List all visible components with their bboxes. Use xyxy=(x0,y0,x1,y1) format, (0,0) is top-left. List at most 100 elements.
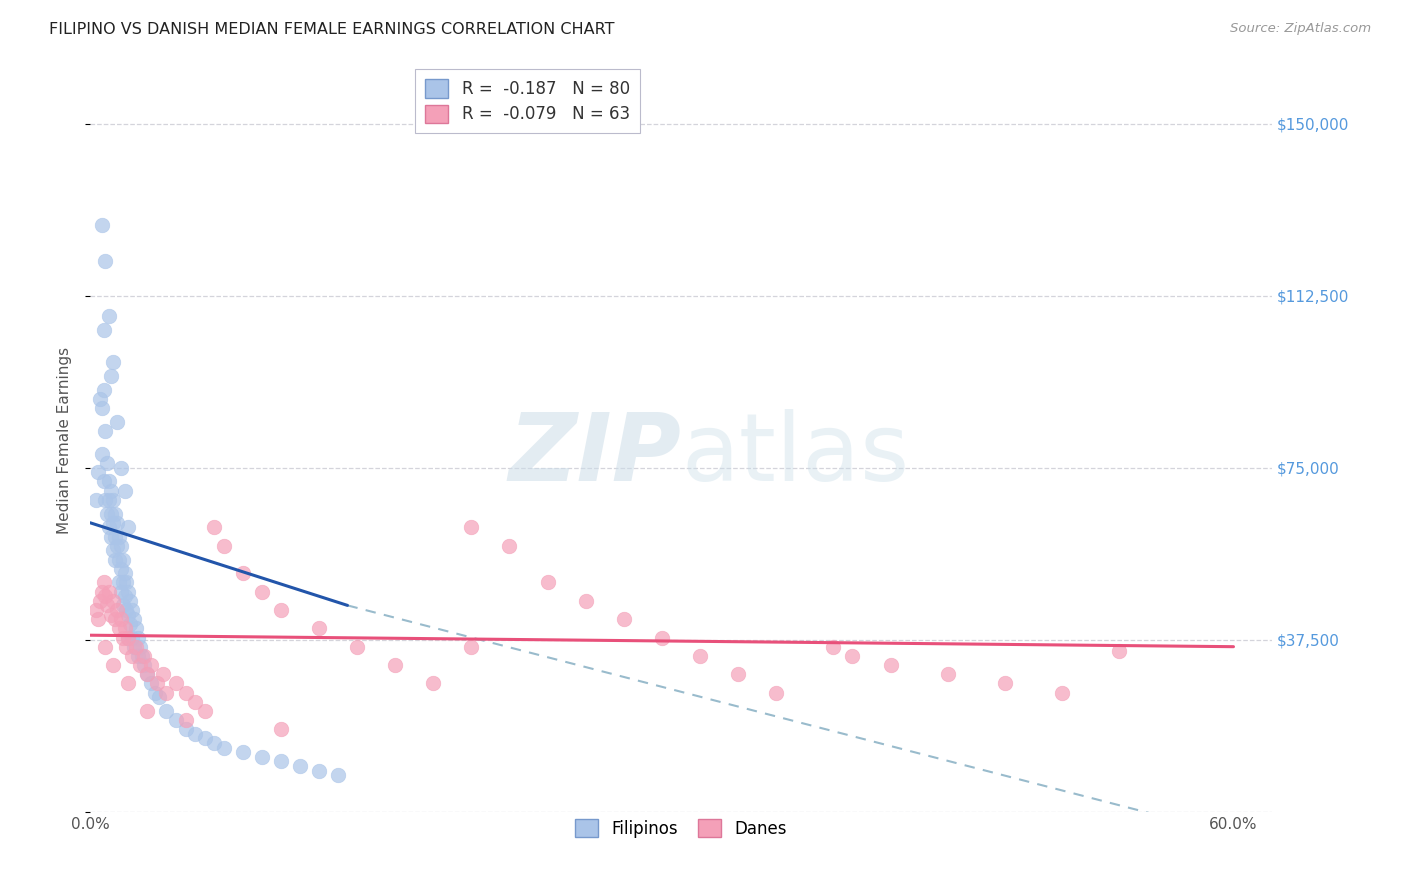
Point xyxy=(148,690,170,705)
Point xyxy=(141,658,163,673)
Text: Source: ZipAtlas.com: Source: ZipAtlas.com xyxy=(1230,22,1371,36)
Point xyxy=(98,310,121,324)
Point xyxy=(536,575,558,590)
Point xyxy=(575,594,598,608)
Point xyxy=(117,584,139,599)
Point xyxy=(174,685,197,699)
Text: atlas: atlas xyxy=(681,409,910,501)
Point xyxy=(422,676,444,690)
Point xyxy=(288,759,311,773)
Point xyxy=(110,584,132,599)
Point xyxy=(202,520,225,534)
Point xyxy=(193,704,215,718)
Point xyxy=(122,612,145,626)
Point xyxy=(128,658,150,673)
Point xyxy=(879,658,901,673)
Point xyxy=(101,658,124,673)
Point xyxy=(111,599,134,613)
Y-axis label: Median Female Earnings: Median Female Earnings xyxy=(58,347,72,533)
Point xyxy=(108,621,131,635)
Point xyxy=(308,764,330,778)
Point xyxy=(132,658,155,673)
Point xyxy=(90,584,112,599)
Point xyxy=(114,621,136,635)
Point xyxy=(117,676,139,690)
Point xyxy=(105,603,128,617)
Point xyxy=(108,552,131,566)
Point xyxy=(100,483,122,498)
Point xyxy=(136,667,159,681)
Point xyxy=(110,562,132,576)
Point xyxy=(127,631,149,645)
Point xyxy=(101,516,124,530)
Point xyxy=(212,539,235,553)
Point xyxy=(1108,644,1130,658)
Point xyxy=(110,612,132,626)
Point xyxy=(101,492,124,507)
Point xyxy=(93,575,115,590)
Point xyxy=(110,460,132,475)
Point xyxy=(117,631,139,645)
Point xyxy=(105,516,128,530)
Point xyxy=(384,658,406,673)
Point xyxy=(120,616,142,631)
Point xyxy=(117,631,139,645)
Point xyxy=(120,594,142,608)
Point xyxy=(115,575,138,590)
Point xyxy=(143,685,166,699)
Point xyxy=(232,566,254,581)
Point xyxy=(125,640,148,654)
Point xyxy=(84,492,107,507)
Point xyxy=(146,676,169,690)
Point xyxy=(193,731,215,746)
Point xyxy=(174,723,197,737)
Point xyxy=(212,740,235,755)
Point xyxy=(93,383,115,397)
Point xyxy=(114,566,136,581)
Point xyxy=(498,539,520,553)
Point xyxy=(98,492,121,507)
Point xyxy=(101,594,124,608)
Point xyxy=(104,530,127,544)
Point xyxy=(98,584,121,599)
Point xyxy=(117,607,139,622)
Point xyxy=(136,667,159,681)
Point xyxy=(105,539,128,553)
Point xyxy=(87,466,110,480)
Point xyxy=(108,530,131,544)
Point xyxy=(114,589,136,603)
Point xyxy=(132,648,155,663)
Point xyxy=(141,676,163,690)
Point xyxy=(110,539,132,553)
Point xyxy=(114,483,136,498)
Point xyxy=(89,392,111,406)
Point xyxy=(90,401,112,415)
Point xyxy=(125,621,148,635)
Point xyxy=(98,475,121,489)
Point xyxy=(93,323,115,337)
Legend: Filipinos, Danes: Filipinos, Danes xyxy=(568,813,794,845)
Point xyxy=(111,552,134,566)
Point xyxy=(1050,685,1073,699)
Point xyxy=(101,543,124,558)
Point xyxy=(100,530,122,544)
Point xyxy=(94,640,117,654)
Point xyxy=(270,603,292,617)
Point xyxy=(613,612,636,626)
Point xyxy=(250,749,273,764)
Point xyxy=(270,723,292,737)
Point xyxy=(174,713,197,727)
Point xyxy=(202,736,225,750)
Point xyxy=(94,254,117,268)
Point xyxy=(104,507,127,521)
Point xyxy=(121,648,143,663)
Point xyxy=(96,599,118,613)
Point xyxy=(346,640,368,654)
Point xyxy=(128,640,150,654)
Point xyxy=(96,507,118,521)
Point xyxy=(100,607,122,622)
Point xyxy=(105,415,128,429)
Text: ZIP: ZIP xyxy=(508,409,681,501)
Point xyxy=(460,520,482,534)
Point xyxy=(232,745,254,759)
